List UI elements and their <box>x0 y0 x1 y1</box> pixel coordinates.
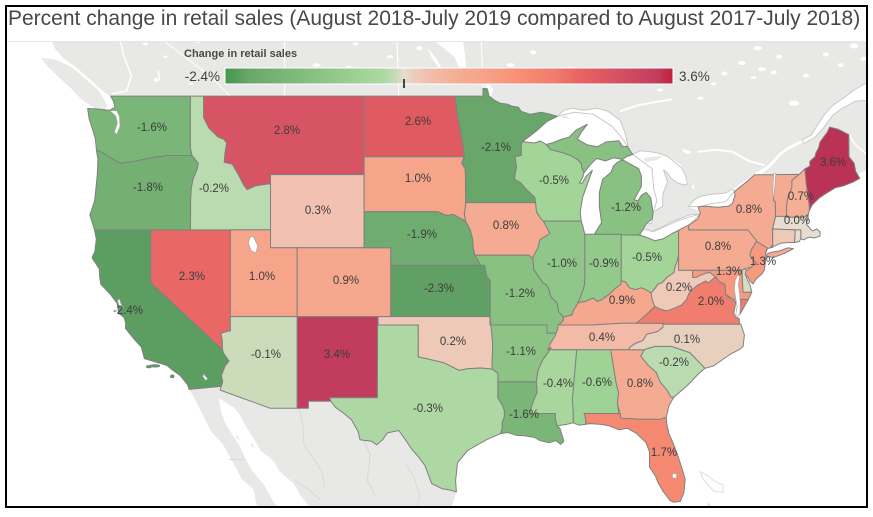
svg-text:0.8%: 0.8% <box>705 241 731 253</box>
svg-text:-0.2%: -0.2% <box>199 183 229 195</box>
svg-text:0.0%: 0.0% <box>784 215 810 227</box>
svg-text:Percent change in retail sales: Percent change in retail sales (August 2… <box>8 7 860 30</box>
svg-text:-0.5%: -0.5% <box>632 252 662 264</box>
svg-text:3.6%: 3.6% <box>820 157 846 169</box>
svg-text:-1.8%: -1.8% <box>133 182 163 194</box>
svg-text:-0.5%: -0.5% <box>539 175 569 187</box>
svg-text:-1.1%: -1.1% <box>506 346 536 358</box>
svg-text:-2.1%: -2.1% <box>481 142 511 154</box>
svg-text:2.6%: 2.6% <box>405 116 431 128</box>
svg-text:0.8%: 0.8% <box>493 220 519 232</box>
svg-text:1.3%: 1.3% <box>750 256 776 268</box>
svg-text:-0.9%: -0.9% <box>589 258 619 270</box>
svg-text:1.0%: 1.0% <box>249 271 275 283</box>
svg-text:-0.3%: -0.3% <box>413 403 443 415</box>
svg-text:-1.6%: -1.6% <box>137 122 167 134</box>
svg-text:0.8%: 0.8% <box>736 204 762 216</box>
svg-text:-0.4%: -0.4% <box>543 378 573 390</box>
svg-text:0.9%: 0.9% <box>333 275 359 287</box>
svg-text:1.0%: 1.0% <box>405 173 431 185</box>
svg-text:-2.4%: -2.4% <box>185 69 220 84</box>
svg-text:0.2%: 0.2% <box>440 336 466 348</box>
svg-text:0.3%: 0.3% <box>305 205 331 217</box>
svg-text:2.0%: 2.0% <box>698 296 724 308</box>
svg-text:-0.6%: -0.6% <box>582 377 612 389</box>
svg-text:1.3%: 1.3% <box>716 266 742 278</box>
svg-text:Change in retail sales: Change in retail sales <box>184 48 297 60</box>
svg-text:0.1%: 0.1% <box>674 334 700 346</box>
svg-text:3.6%: 3.6% <box>679 69 710 84</box>
svg-text:-1.6%: -1.6% <box>509 409 539 421</box>
svg-text:-0.2%: -0.2% <box>659 357 689 369</box>
svg-text:-1.0%: -1.0% <box>547 258 577 270</box>
svg-text:-1.9%: -1.9% <box>407 229 437 241</box>
svg-text:0.2%: 0.2% <box>666 282 692 294</box>
svg-text:-2.4%: -2.4% <box>113 305 143 317</box>
svg-text:-0.1%: -0.1% <box>251 349 281 361</box>
svg-text:1.7%: 1.7% <box>651 447 677 459</box>
svg-text:-1.2%: -1.2% <box>611 202 641 214</box>
svg-text:0.4%: 0.4% <box>589 332 615 344</box>
svg-text:2.8%: 2.8% <box>274 125 300 137</box>
svg-text:-2.3%: -2.3% <box>424 283 454 295</box>
svg-text:0.9%: 0.9% <box>609 295 635 307</box>
svg-text:-1.2%: -1.2% <box>505 288 535 300</box>
svg-text:0.8%: 0.8% <box>627 378 653 390</box>
svg-text:0.7%: 0.7% <box>788 191 814 203</box>
svg-text:2.3%: 2.3% <box>179 271 205 283</box>
svg-text:3.4%: 3.4% <box>324 349 350 361</box>
